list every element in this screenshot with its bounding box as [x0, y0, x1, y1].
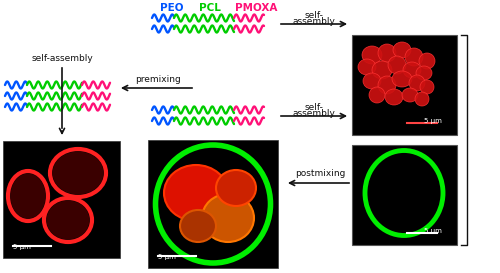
Ellipse shape: [216, 170, 256, 206]
Ellipse shape: [358, 59, 376, 75]
Bar: [148, 140, 278, 268]
Ellipse shape: [416, 66, 432, 80]
Bar: [352, 145, 457, 245]
Ellipse shape: [419, 53, 435, 69]
Text: 5 μm: 5 μm: [158, 254, 176, 260]
Ellipse shape: [372, 61, 392, 79]
Ellipse shape: [409, 75, 425, 91]
Ellipse shape: [402, 88, 418, 102]
Bar: [3, 141, 120, 258]
Ellipse shape: [202, 194, 254, 242]
Ellipse shape: [10, 174, 45, 218]
Text: premixing: premixing: [135, 76, 181, 85]
Text: 5 μm: 5 μm: [424, 228, 442, 234]
Ellipse shape: [378, 76, 396, 94]
Text: 5 μm: 5 μm: [424, 118, 442, 124]
Ellipse shape: [363, 73, 381, 89]
Ellipse shape: [46, 200, 90, 239]
Ellipse shape: [180, 210, 216, 242]
Ellipse shape: [405, 48, 423, 66]
Text: PCL: PCL: [199, 3, 221, 13]
Ellipse shape: [388, 56, 406, 74]
Ellipse shape: [403, 62, 421, 78]
Ellipse shape: [369, 87, 385, 103]
Ellipse shape: [362, 46, 382, 64]
Text: self-assembly: self-assembly: [31, 54, 93, 63]
Ellipse shape: [415, 92, 429, 106]
Ellipse shape: [385, 89, 403, 105]
Text: PMOXA: PMOXA: [235, 3, 277, 13]
Text: 5 μm: 5 μm: [13, 244, 31, 250]
Text: self-: self-: [304, 102, 324, 111]
Text: postmixing: postmixing: [295, 168, 345, 177]
Ellipse shape: [420, 80, 434, 94]
Ellipse shape: [164, 165, 228, 221]
Text: self-: self-: [304, 11, 324, 20]
Text: assembly: assembly: [292, 109, 336, 118]
Text: assembly: assembly: [292, 17, 336, 26]
Ellipse shape: [392, 71, 412, 87]
Ellipse shape: [393, 42, 411, 58]
Text: PEO: PEO: [160, 3, 184, 13]
Ellipse shape: [378, 44, 396, 62]
Bar: [352, 35, 457, 135]
Ellipse shape: [52, 152, 104, 194]
